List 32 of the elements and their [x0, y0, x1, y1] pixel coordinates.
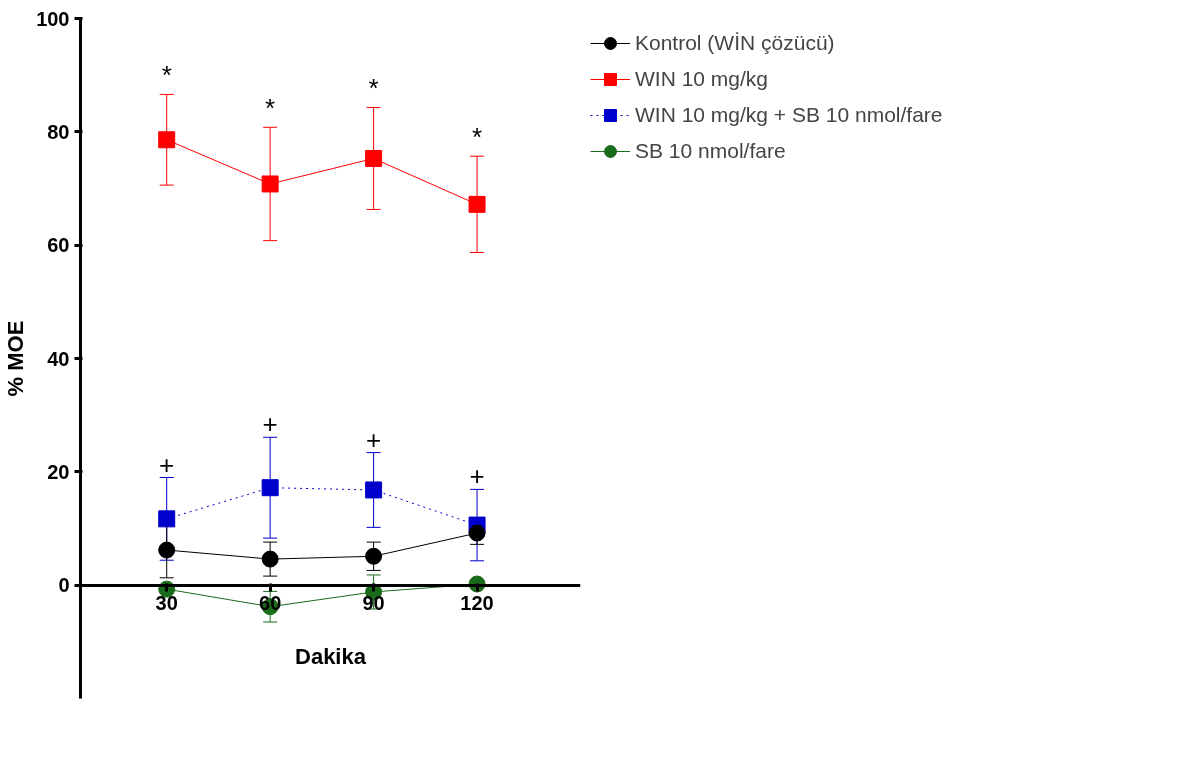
- point: [158, 510, 176, 528]
- point: [365, 149, 383, 167]
- legend-label: Kontrol (WİN çözücü): [635, 30, 835, 56]
- annotation: +: [159, 449, 175, 480]
- annotation: *: [161, 60, 172, 91]
- point: [365, 481, 383, 499]
- point: [365, 547, 383, 565]
- point: [261, 550, 279, 568]
- annotation: *: [368, 73, 379, 104]
- x-tick-label: 30: [155, 592, 178, 615]
- y-tick-label: 40: [47, 347, 70, 370]
- x-axis-title: Dakika: [295, 643, 367, 669]
- point: [158, 131, 176, 149]
- annotation: *: [471, 122, 483, 153]
- x-tick-label: 120: [460, 592, 494, 615]
- annotation: *: [265, 93, 276, 124]
- y-tick-label: 60: [47, 234, 70, 257]
- y-tick-label: 100: [36, 7, 70, 30]
- point: [468, 195, 486, 213]
- y-tick-label: 0: [58, 574, 70, 597]
- y-tick-label: 20: [47, 460, 70, 483]
- y-axis-title: % MOE: [3, 320, 29, 397]
- y-tick-label: 80: [47, 120, 70, 143]
- annotation: +: [469, 461, 485, 492]
- point: [158, 541, 176, 559]
- annotation: +: [262, 409, 278, 440]
- legend-label: WIN 10 mg/kg: [635, 66, 769, 92]
- legend-label: WIN 10 mg/kg + SB 10 nmol/fare: [635, 102, 943, 128]
- annotation: +: [366, 424, 382, 455]
- point: [261, 175, 279, 193]
- point: [261, 479, 279, 497]
- legend-label: SB 10 nmol/fare: [635, 138, 786, 164]
